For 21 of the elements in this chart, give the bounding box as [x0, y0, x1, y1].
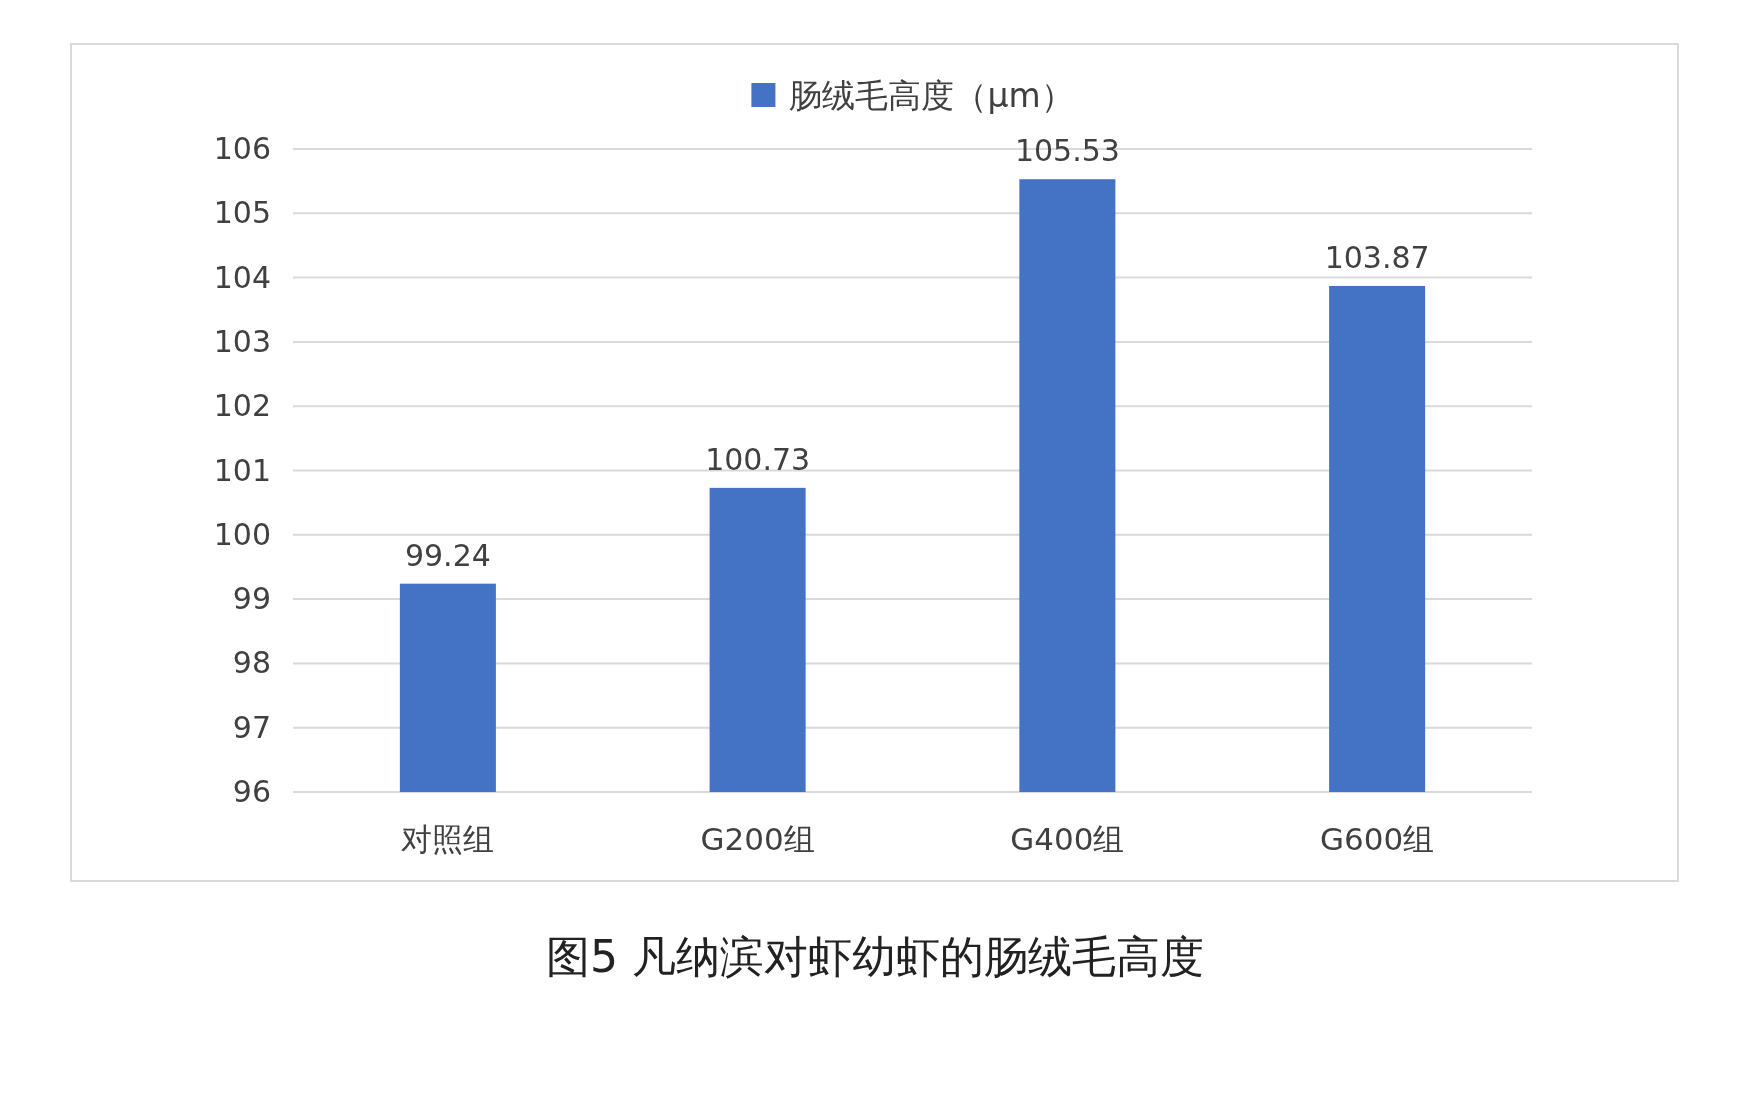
x-tick-label: G400组 — [1010, 821, 1125, 857]
y-tick-label: 100 — [213, 516, 271, 552]
y-tick-label: 105 — [213, 195, 271, 231]
data-label: 105.53 — [1014, 133, 1120, 169]
legend-label: 肠绒毛高度（μm） — [789, 76, 1074, 115]
y-tick-label: 102 — [213, 388, 271, 424]
data-label: 99.24 — [404, 537, 491, 573]
y-tick-label: 101 — [213, 452, 271, 488]
y-tick-label: 99 — [232, 581, 271, 617]
y-tick-label: 96 — [232, 774, 271, 809]
data-label: 103.87 — [1324, 239, 1430, 275]
x-tick-label: G600组 — [1320, 821, 1435, 857]
x-tick-label: G200组 — [700, 821, 815, 857]
data-label: 100.73 — [705, 441, 811, 477]
x-tick-label: 对照组 — [401, 821, 495, 857]
y-tick-label: 97 — [232, 709, 271, 745]
y-tick-label: 104 — [213, 259, 271, 295]
y-tick-label: 106 — [213, 131, 271, 166]
y-tick-label: 103 — [213, 323, 271, 359]
y-tick-label: 98 — [232, 645, 271, 681]
text: 图5 凡纳滨对虾幼虾的肠绒毛高度 — [546, 931, 1204, 982]
